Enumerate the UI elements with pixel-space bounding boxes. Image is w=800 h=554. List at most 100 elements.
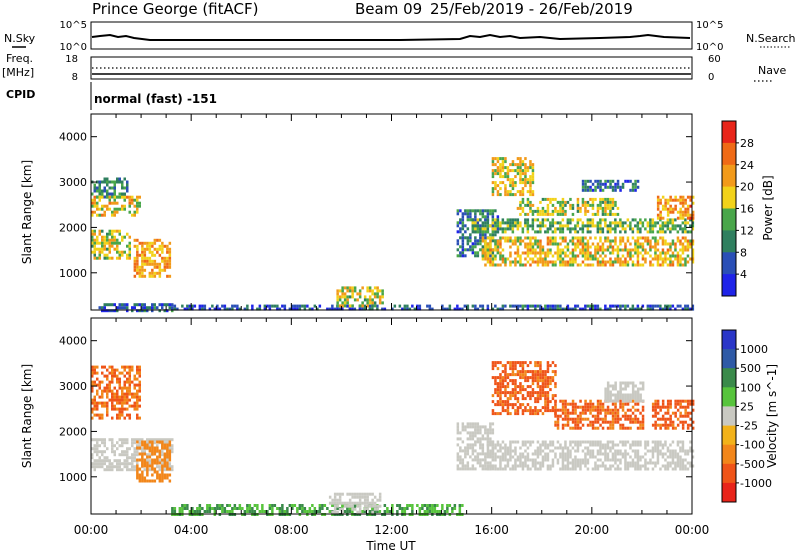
scatter-cell (669, 242, 672, 246)
scatter-cell (301, 304, 304, 308)
scatter-cell (489, 245, 492, 249)
scatter-cell (504, 373, 507, 377)
scatter-cell (691, 420, 695, 424)
scatter-cell (646, 224, 650, 228)
scatter-cell (461, 239, 465, 243)
scatter-cell (609, 396, 612, 400)
scatter-cell (526, 260, 530, 264)
scatter-cell (621, 236, 625, 240)
scatter-cell (526, 409, 530, 413)
scatter-cell (133, 303, 136, 307)
scatter-cell (601, 426, 605, 430)
scatter-cell (366, 492, 369, 496)
scatter-cell (601, 227, 605, 231)
scatter-cell (151, 464, 154, 468)
scatter-cell (464, 428, 467, 432)
scatter-cell (171, 307, 174, 311)
scatter-cell (586, 248, 590, 252)
scatter-cell (123, 465, 126, 469)
scatter-cell (91, 447, 94, 451)
scatter-cell (101, 413, 104, 417)
scatter-cell (621, 185, 625, 189)
scatter-cell (108, 232, 111, 236)
nsearch-label: N.Search (746, 32, 796, 45)
scatter-cell (143, 309, 146, 313)
scatter-cell (584, 200, 587, 204)
scatter-cell (639, 381, 642, 385)
scatter-cell (338, 492, 342, 496)
scatter-cell (476, 218, 480, 222)
scatter-cell (574, 464, 577, 468)
scatter-cell (594, 254, 597, 258)
scatter-cell (544, 212, 547, 216)
scatter-cell (489, 461, 492, 465)
scatter-cell (456, 212, 460, 216)
scatter-cell (614, 393, 617, 397)
scatter-cell (574, 458, 577, 462)
scatter-cell (101, 380, 104, 384)
scatter-cell (651, 221, 655, 225)
scatter-cell (581, 411, 585, 415)
scatter-cell (589, 179, 592, 183)
scatter-cell (514, 163, 517, 167)
scatter-cell (526, 467, 530, 471)
scatter-cell (173, 304, 177, 308)
scatter-cell (148, 241, 152, 245)
scatter-cell (446, 510, 449, 513)
scatter-cell (661, 242, 665, 246)
scatter-cell (191, 304, 194, 308)
scatter-cell (496, 221, 500, 225)
scatter-cell (138, 271, 142, 275)
scatter-cell (511, 361, 515, 365)
scatter-cell (516, 172, 520, 176)
scatter-cell (581, 461, 585, 465)
scatter-cell (601, 417, 605, 421)
scatter-cell (649, 230, 652, 234)
scatter-cell (666, 399, 670, 403)
scatter-cell (371, 510, 374, 514)
scatter-cell (148, 262, 152, 266)
scatter-cell (373, 292, 377, 296)
scatter-cell (303, 307, 307, 311)
scatter-cell (599, 408, 602, 412)
scatter-cell (521, 464, 525, 468)
scatter-cell (541, 458, 545, 462)
scatter-cell (544, 385, 547, 389)
scatter-cell (148, 440, 152, 444)
scatter-cell (624, 452, 627, 456)
scatter-cell (131, 201, 134, 205)
scatter-cell (564, 446, 567, 450)
scatter-cell (536, 242, 540, 246)
scatter-cell (163, 464, 167, 468)
scatter-cell (539, 388, 542, 392)
scatter-cell (121, 365, 124, 369)
scatter-cell (656, 452, 660, 456)
scatter-cell (123, 383, 126, 387)
scatter-cell (561, 446, 565, 450)
scatter-cell (233, 507, 237, 510)
scatter-cell (589, 254, 592, 258)
scatter-cell (619, 396, 622, 400)
scatter-cell (133, 238, 137, 242)
scatter-cell (494, 391, 497, 395)
scatter-cell (361, 510, 364, 513)
y-tick-label: 4000 (59, 131, 87, 144)
scatter-cell (554, 399, 557, 403)
scatter-cell (531, 178, 535, 182)
scatter-cell (271, 507, 274, 510)
scatter-cell (679, 455, 682, 459)
scatter-cell (561, 203, 565, 207)
scatter-cell (631, 254, 635, 258)
scatter-cell (501, 307, 505, 311)
scatter-cell (138, 441, 141, 445)
scatter-cell (486, 254, 490, 258)
scatter-cell (554, 452, 557, 456)
scatter-cell (521, 385, 525, 389)
scatter-cell (91, 398, 94, 402)
scatter-cell (581, 242, 585, 246)
scatter-cell (564, 236, 567, 240)
scatter-cell (529, 263, 532, 267)
scatter-cell (639, 396, 642, 400)
scatter-cell (651, 402, 655, 406)
scatter-cell (576, 242, 580, 246)
